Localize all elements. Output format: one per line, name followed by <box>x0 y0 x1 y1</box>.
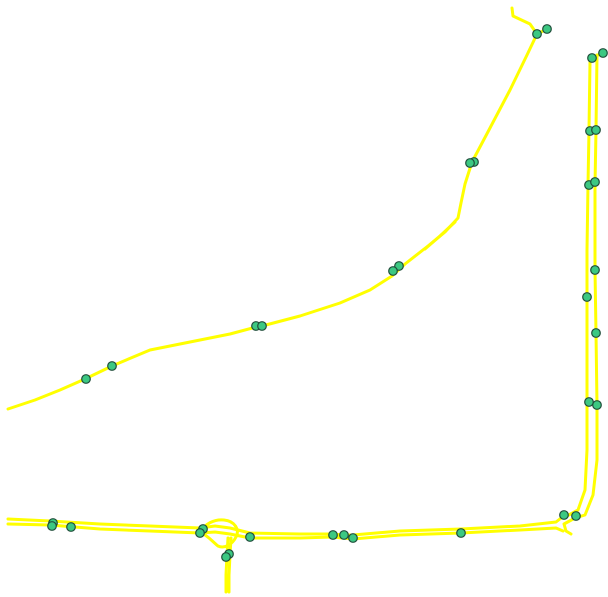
stop-marker-16[interactable] <box>81 374 91 384</box>
road-south-spur-a <box>224 536 230 594</box>
stop-marker-8[interactable] <box>591 125 601 135</box>
stop-marker-14[interactable] <box>257 321 267 331</box>
road-east-route-west-lane <box>563 60 592 519</box>
stop-marker-32[interactable] <box>348 533 358 543</box>
stop-marker-20[interactable] <box>584 397 594 407</box>
stop-marker-21[interactable] <box>592 400 602 410</box>
stops-layer <box>47 24 608 562</box>
stop-marker-23[interactable] <box>571 511 581 521</box>
stop-marker-18[interactable] <box>582 292 592 302</box>
stop-marker-19[interactable] <box>591 328 601 338</box>
stop-marker-10[interactable] <box>590 177 600 187</box>
stop-marker-6[interactable] <box>465 158 475 168</box>
stop-marker-35[interactable] <box>221 552 231 562</box>
road-south-route-north-lane <box>6 513 567 537</box>
stop-marker-4[interactable] <box>598 48 608 58</box>
stop-marker-3[interactable] <box>587 53 597 63</box>
stop-marker-33[interactable] <box>456 528 466 538</box>
stop-marker-25[interactable] <box>47 521 57 531</box>
road-south-route-south-lane <box>6 522 565 541</box>
road-diagonal-route-branch <box>423 220 457 251</box>
roads-layer <box>6 6 606 594</box>
stop-marker-2[interactable] <box>532 29 542 39</box>
stop-marker-1[interactable] <box>542 24 552 34</box>
stop-marker-29[interactable] <box>245 532 255 542</box>
stop-marker-12[interactable] <box>388 266 398 276</box>
stop-marker-17[interactable] <box>590 265 600 275</box>
stop-marker-22[interactable] <box>559 510 569 520</box>
stop-marker-28[interactable] <box>195 528 205 538</box>
road-diagonal-route <box>6 6 539 411</box>
stop-marker-15[interactable] <box>107 361 117 371</box>
road-loop-connector <box>198 518 239 549</box>
road-south-spur-b <box>227 536 233 594</box>
stop-marker-30[interactable] <box>328 530 338 540</box>
stop-marker-26[interactable] <box>66 522 76 532</box>
stop-marker-31[interactable] <box>339 530 349 540</box>
